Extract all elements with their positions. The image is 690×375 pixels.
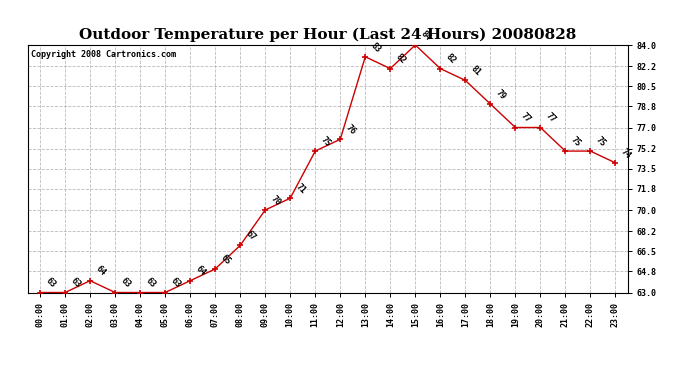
Text: 77: 77	[544, 111, 558, 125]
Text: 63: 63	[169, 276, 183, 290]
Text: 71: 71	[295, 182, 308, 195]
Text: Copyright 2008 Cartronics.com: Copyright 2008 Cartronics.com	[30, 50, 175, 59]
Text: 79: 79	[495, 88, 508, 101]
Text: 63: 63	[69, 276, 83, 290]
Text: 67: 67	[244, 229, 258, 243]
Text: 82: 82	[395, 53, 408, 66]
Text: 75: 75	[595, 135, 608, 148]
Text: 76: 76	[344, 123, 358, 136]
Text: 82: 82	[444, 53, 458, 66]
Text: 77: 77	[520, 111, 533, 125]
Text: 81: 81	[469, 64, 483, 78]
Text: 75: 75	[569, 135, 583, 148]
Text: 75: 75	[319, 135, 333, 148]
Text: 63: 63	[119, 276, 132, 290]
Text: 63: 63	[44, 276, 58, 290]
Text: 84: 84	[420, 29, 433, 42]
Title: Outdoor Temperature per Hour (Last 24 Hours) 20080828: Outdoor Temperature per Hour (Last 24 Ho…	[79, 28, 576, 42]
Text: 65: 65	[219, 253, 233, 266]
Text: 70: 70	[269, 194, 283, 207]
Text: 64: 64	[95, 264, 108, 278]
Text: 83: 83	[369, 40, 383, 54]
Text: 74: 74	[620, 147, 633, 160]
Text: 63: 63	[144, 276, 158, 290]
Text: 64: 64	[195, 264, 208, 278]
